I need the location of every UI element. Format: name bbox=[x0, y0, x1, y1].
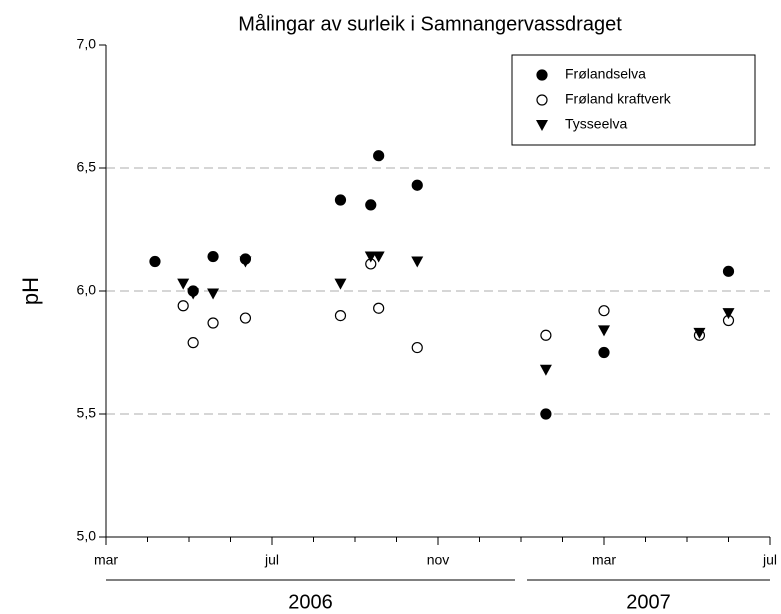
data-point bbox=[411, 179, 423, 191]
data-point bbox=[187, 288, 200, 300]
chart-title: Målingar av surleik i Samnangervassdrage… bbox=[238, 13, 622, 35]
legend-marker bbox=[536, 120, 548, 131]
y-tick-label: 5,5 bbox=[77, 405, 97, 421]
data-point bbox=[539, 364, 552, 376]
data-point bbox=[177, 278, 190, 290]
data-point bbox=[239, 256, 252, 268]
y-tick-label: 6,0 bbox=[77, 282, 97, 298]
legend-marker bbox=[536, 94, 548, 106]
x-tick-label: mar bbox=[592, 552, 616, 568]
legend-box bbox=[511, 54, 756, 146]
y-tick-label: 7,0 bbox=[77, 36, 97, 52]
x-tick-label: nov bbox=[427, 552, 450, 568]
legend-marker bbox=[536, 69, 548, 81]
data-point bbox=[411, 256, 424, 268]
data-point bbox=[598, 325, 610, 337]
x-tick-label: jul bbox=[762, 552, 777, 568]
data-point bbox=[177, 300, 189, 312]
x-tick-label: jul bbox=[264, 552, 279, 568]
data-point bbox=[372, 251, 385, 263]
data-point bbox=[334, 278, 347, 290]
data-point bbox=[722, 265, 735, 277]
data-point bbox=[598, 346, 610, 359]
data-point bbox=[540, 329, 552, 341]
data-point bbox=[411, 341, 423, 354]
legend-label: Frøland kraftverk bbox=[565, 91, 672, 107]
data-point bbox=[373, 302, 385, 314]
data-point bbox=[540, 408, 552, 420]
legend-label: Tysseelva bbox=[565, 116, 627, 132]
data-point bbox=[207, 317, 219, 329]
legend-label: Frølandselva bbox=[565, 66, 646, 82]
data-point bbox=[207, 288, 220, 300]
data-point bbox=[207, 250, 219, 263]
data-point bbox=[239, 312, 252, 324]
data-point bbox=[722, 308, 735, 320]
data-point bbox=[598, 305, 610, 317]
y-tick-label: 5,0 bbox=[77, 528, 97, 544]
data-point bbox=[693, 327, 706, 339]
year-label: 2007 bbox=[626, 591, 671, 613]
data-point bbox=[187, 337, 199, 349]
data-point bbox=[365, 199, 377, 211]
data-point bbox=[334, 310, 347, 322]
year-label: 2006 bbox=[288, 591, 333, 613]
x-tick-label: mar bbox=[94, 552, 118, 568]
y-tick-label: 6,5 bbox=[77, 159, 97, 175]
data-point bbox=[334, 194, 347, 206]
data-point bbox=[373, 150, 385, 162]
y-axis-label: pH bbox=[18, 277, 43, 305]
data-point bbox=[149, 255, 161, 268]
data-point bbox=[364, 251, 377, 263]
